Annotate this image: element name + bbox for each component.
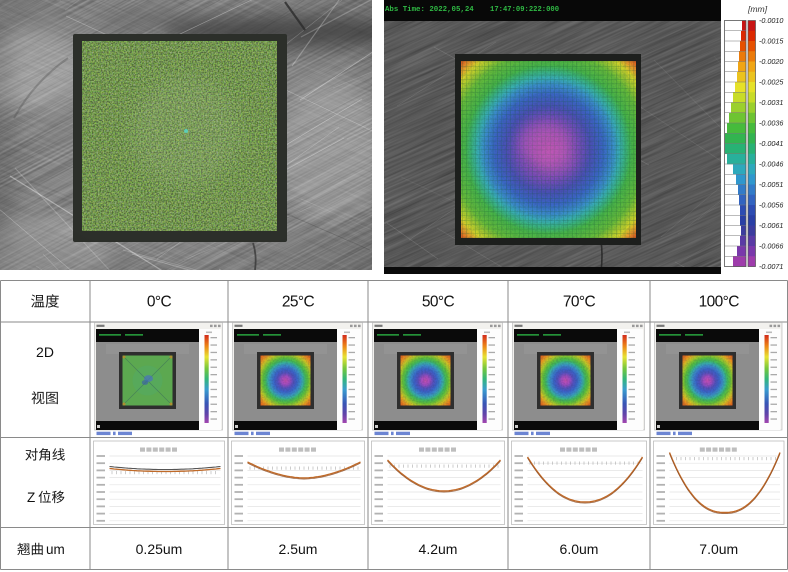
svg-text:50°C: 50°C: [422, 294, 455, 311]
svg-text:-0.0020: -0.0020: [759, 57, 783, 66]
svg-text:0.25um: 0.25um: [136, 541, 183, 557]
svg-text:0°C: 0°C: [147, 294, 172, 311]
svg-text:-0.0015: -0.0015: [759, 37, 784, 46]
svg-text:um: um: [46, 542, 65, 557]
svg-text:-0.0041: -0.0041: [759, 139, 783, 148]
svg-text:100°C: 100°C: [699, 294, 740, 311]
svg-text:17:47:09:222:000: 17:47:09:222:000: [490, 6, 559, 14]
svg-text:-0.0051: -0.0051: [759, 180, 783, 189]
svg-text:-0.0025: -0.0025: [759, 78, 784, 87]
svg-text:2.5um: 2.5um: [279, 541, 318, 557]
svg-text:2D: 2D: [36, 344, 54, 360]
svg-text:-0.0010: -0.0010: [759, 16, 783, 25]
svg-text:-0.0056: -0.0056: [759, 201, 783, 210]
svg-text:-0.0066: -0.0066: [759, 242, 783, 251]
svg-text:7.0um: 7.0um: [699, 541, 738, 557]
svg-text:-0.0036: -0.0036: [759, 119, 783, 128]
svg-text:25°C: 25°C: [282, 294, 315, 311]
svg-text:-0.0071: -0.0071: [759, 262, 783, 271]
svg-text:Z: Z: [27, 490, 35, 505]
svg-text:6.0um: 6.0um: [560, 541, 599, 557]
svg-text:-0.0061: -0.0061: [759, 221, 783, 230]
svg-text:[mm]: [mm]: [747, 4, 768, 14]
svg-text:4.2um: 4.2um: [419, 541, 458, 557]
svg-text:-0.0046: -0.0046: [759, 160, 783, 169]
svg-text:70°C: 70°C: [563, 294, 596, 311]
svg-text:-0.0031: -0.0031: [759, 98, 783, 107]
svg-text:Abs Time: 2022,05,24: Abs Time: 2022,05,24: [385, 6, 474, 14]
